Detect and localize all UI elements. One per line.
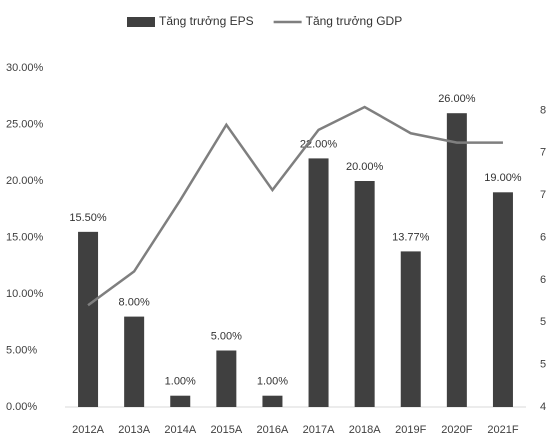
y2-tick-label: 6	[540, 231, 546, 243]
y-tick-label: 30.00%	[6, 62, 44, 74]
bar	[492, 192, 513, 407]
bar	[216, 350, 237, 407]
y2-tick-label: 4	[540, 401, 546, 413]
value-label: 19.00%	[484, 172, 522, 184]
x-tick-label: 2019F	[395, 424, 426, 436]
y2-tick-label: 5	[540, 359, 546, 371]
y-tick-label: 15.00%	[6, 231, 44, 243]
y2-tick-label: 6	[540, 274, 546, 286]
value-label: 15.50%	[69, 212, 107, 224]
bar	[124, 316, 145, 407]
y-tick-label: 20.00%	[6, 175, 44, 187]
bar	[354, 181, 375, 407]
x-tick-label: 2018A	[349, 424, 381, 436]
x-tick-label: 2012A	[72, 424, 104, 436]
bar	[400, 251, 421, 407]
x-tick-label: 2015A	[210, 424, 242, 436]
x-tick-label: 2016A	[257, 424, 289, 436]
x-tick-label: 2013A	[118, 424, 150, 436]
value-label: 1.00%	[165, 376, 196, 388]
x-tick-label: 2014A	[164, 424, 196, 436]
x-tick-label: 2020F	[441, 424, 472, 436]
legend-swatch	[127, 17, 155, 27]
x-tick-label: 2021F	[487, 424, 518, 436]
value-label: 26.00%	[438, 93, 476, 105]
line	[87, 105, 503, 307]
value-label: 1.00%	[257, 376, 288, 388]
y-tick-label: 0.00%	[6, 401, 37, 413]
x-tick-label: 2017A	[303, 424, 335, 436]
y2-tick-label: 8	[540, 104, 546, 116]
value-label: 13.77%	[392, 231, 430, 243]
bar	[308, 158, 329, 407]
y-tick-label: 5.00%	[6, 344, 37, 356]
value-label: 20.00%	[346, 161, 384, 173]
y2-tick-label: 7	[540, 189, 546, 201]
y-tick-label: 10.00%	[6, 288, 44, 300]
legend-label: Tăng trưởng EPS	[159, 14, 254, 28]
y2-tick-label: 7	[540, 147, 546, 159]
bar	[170, 395, 191, 407]
value-label: 8.00%	[119, 297, 150, 309]
bar	[446, 113, 467, 407]
value-label: 5.00%	[211, 330, 242, 342]
y2-tick-label: 5	[540, 316, 546, 328]
bar	[78, 231, 99, 407]
y-tick-label: 25.00%	[6, 118, 44, 130]
legend-label: Tăng trưởng GDP	[306, 14, 403, 28]
bar	[262, 395, 283, 407]
